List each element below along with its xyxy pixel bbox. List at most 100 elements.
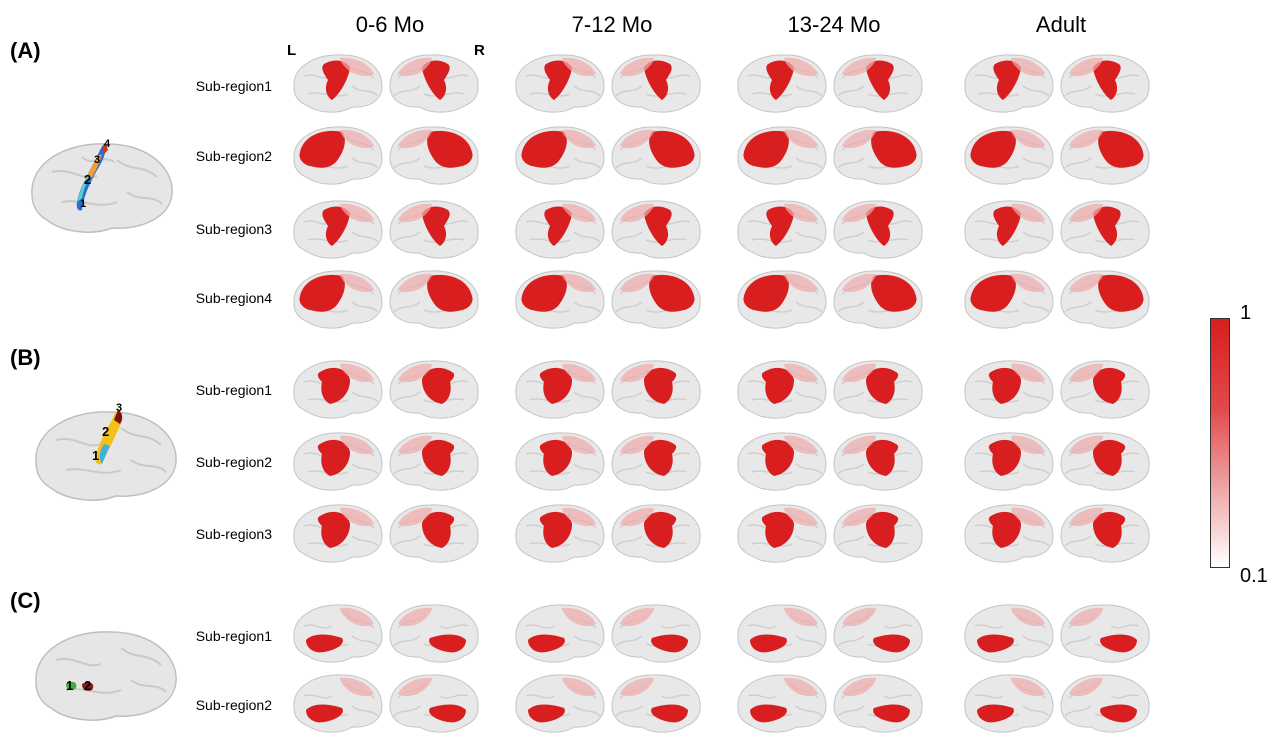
brain-render (515, 360, 701, 419)
brain-render (964, 504, 1150, 563)
column-header-adult: Adult (1035, 12, 1087, 37)
brain-render (737, 126, 923, 185)
brain-render (515, 674, 701, 733)
brain-pair (512, 266, 712, 330)
colorbar-min-label: 0.1 (1240, 565, 1268, 587)
seed-number: 3 (94, 154, 101, 166)
seed-number: 3 (116, 402, 123, 414)
seed-number: 2 (84, 678, 92, 693)
brain-render (964, 432, 1150, 491)
brain-pair (961, 50, 1161, 114)
brain-render (737, 54, 923, 113)
column-header-13-24mo: 13-24 Mo (787, 12, 881, 37)
brain-pair (734, 428, 934, 492)
brain-render (737, 504, 923, 563)
brain-pair (290, 670, 490, 734)
brain-pair (290, 196, 490, 260)
brain-pair (734, 356, 934, 420)
brain-pair (512, 428, 712, 492)
brain-render (964, 360, 1150, 419)
brain-render (293, 200, 479, 259)
seed-number: 2 (84, 172, 92, 187)
row-label-b3: Sub-region3 (195, 526, 272, 542)
brain-render (515, 604, 701, 663)
brain-render (515, 270, 701, 329)
row-label-b2: Sub-region2 (195, 454, 272, 470)
brain-render (293, 270, 479, 329)
brain-render (964, 126, 1150, 185)
brain-render (293, 126, 479, 185)
column-header-0-6mo: 0-6 Mo (355, 12, 425, 37)
seed-number: 2 (102, 424, 110, 439)
right-hemisphere-label: R (474, 42, 485, 59)
brain-pair (734, 670, 934, 734)
row-label-c1: Sub-region1 (195, 628, 272, 644)
brain-pair (734, 196, 934, 260)
brain-render (293, 504, 479, 563)
seed-number: 1 (66, 678, 74, 693)
brain-pair (961, 196, 1161, 260)
seed-number: 1 (80, 198, 87, 210)
panel-b-seed-brain: 1 2 3 (26, 400, 186, 510)
brain-pair (290, 50, 490, 114)
brain-render (293, 54, 479, 113)
row-label-a3: Sub-region3 (195, 221, 272, 237)
brain-pair (512, 196, 712, 260)
brain-pair (512, 500, 712, 564)
panel-label-b: (B) (10, 345, 41, 370)
brain-render (293, 604, 479, 663)
brain-pair (734, 266, 934, 330)
brain-pair (290, 600, 490, 664)
brain-render (737, 604, 923, 663)
brain-pair (734, 122, 934, 186)
brain-pair (961, 356, 1161, 420)
panel-c-seed-brain: 1 2 (26, 620, 186, 730)
brain-render (737, 270, 923, 329)
brain-pair (512, 50, 712, 114)
column-header-7-12mo: 7-12 Mo (571, 12, 653, 37)
brain-render (515, 54, 701, 113)
brain-pair (734, 600, 934, 664)
brain-pair (734, 500, 934, 564)
brain-render (293, 674, 479, 733)
panel-label-c: (C) (10, 588, 41, 613)
row-label-a2: Sub-region2 (195, 148, 272, 164)
brain-pair (961, 122, 1161, 186)
brain-pair (290, 122, 490, 186)
row-label-c2: Sub-region2 (195, 697, 272, 713)
brain-render (964, 674, 1150, 733)
brain-pair (290, 428, 490, 492)
brain-pair (961, 670, 1161, 734)
brain-pair (290, 266, 490, 330)
brain-render (737, 674, 923, 733)
brain-pair (290, 500, 490, 564)
brain-pair (961, 600, 1161, 664)
brain-pair (512, 356, 712, 420)
brain-render (293, 432, 479, 491)
brain-pair (512, 670, 712, 734)
left-hemisphere-label: L (287, 42, 297, 59)
row-label-a1: Sub-region1 (195, 78, 272, 94)
panel-label-a: (A) (10, 38, 41, 63)
brain-render (964, 604, 1150, 663)
brain-render (515, 200, 701, 259)
brain-pair (961, 500, 1161, 564)
brain-render (515, 504, 701, 563)
seed-number: 4 (104, 138, 111, 150)
brain-pair (512, 122, 712, 186)
panel-a-seed-brain: 1 2 3 4 (22, 132, 182, 242)
row-label-b1: Sub-region1 (195, 382, 272, 398)
brain-pair (734, 50, 934, 114)
brain-render (293, 360, 479, 419)
brain-pair (290, 356, 490, 420)
brain-pair (961, 266, 1161, 330)
colorbar-max-label: 1 (1240, 302, 1252, 324)
seed-number: 1 (92, 448, 100, 463)
brain-render (737, 432, 923, 491)
brain-pair (961, 428, 1161, 492)
brain-render (515, 126, 701, 185)
brain-render (737, 360, 923, 419)
brain-render (737, 200, 923, 259)
colorbar (1210, 318, 1230, 568)
brain-render (964, 54, 1150, 113)
